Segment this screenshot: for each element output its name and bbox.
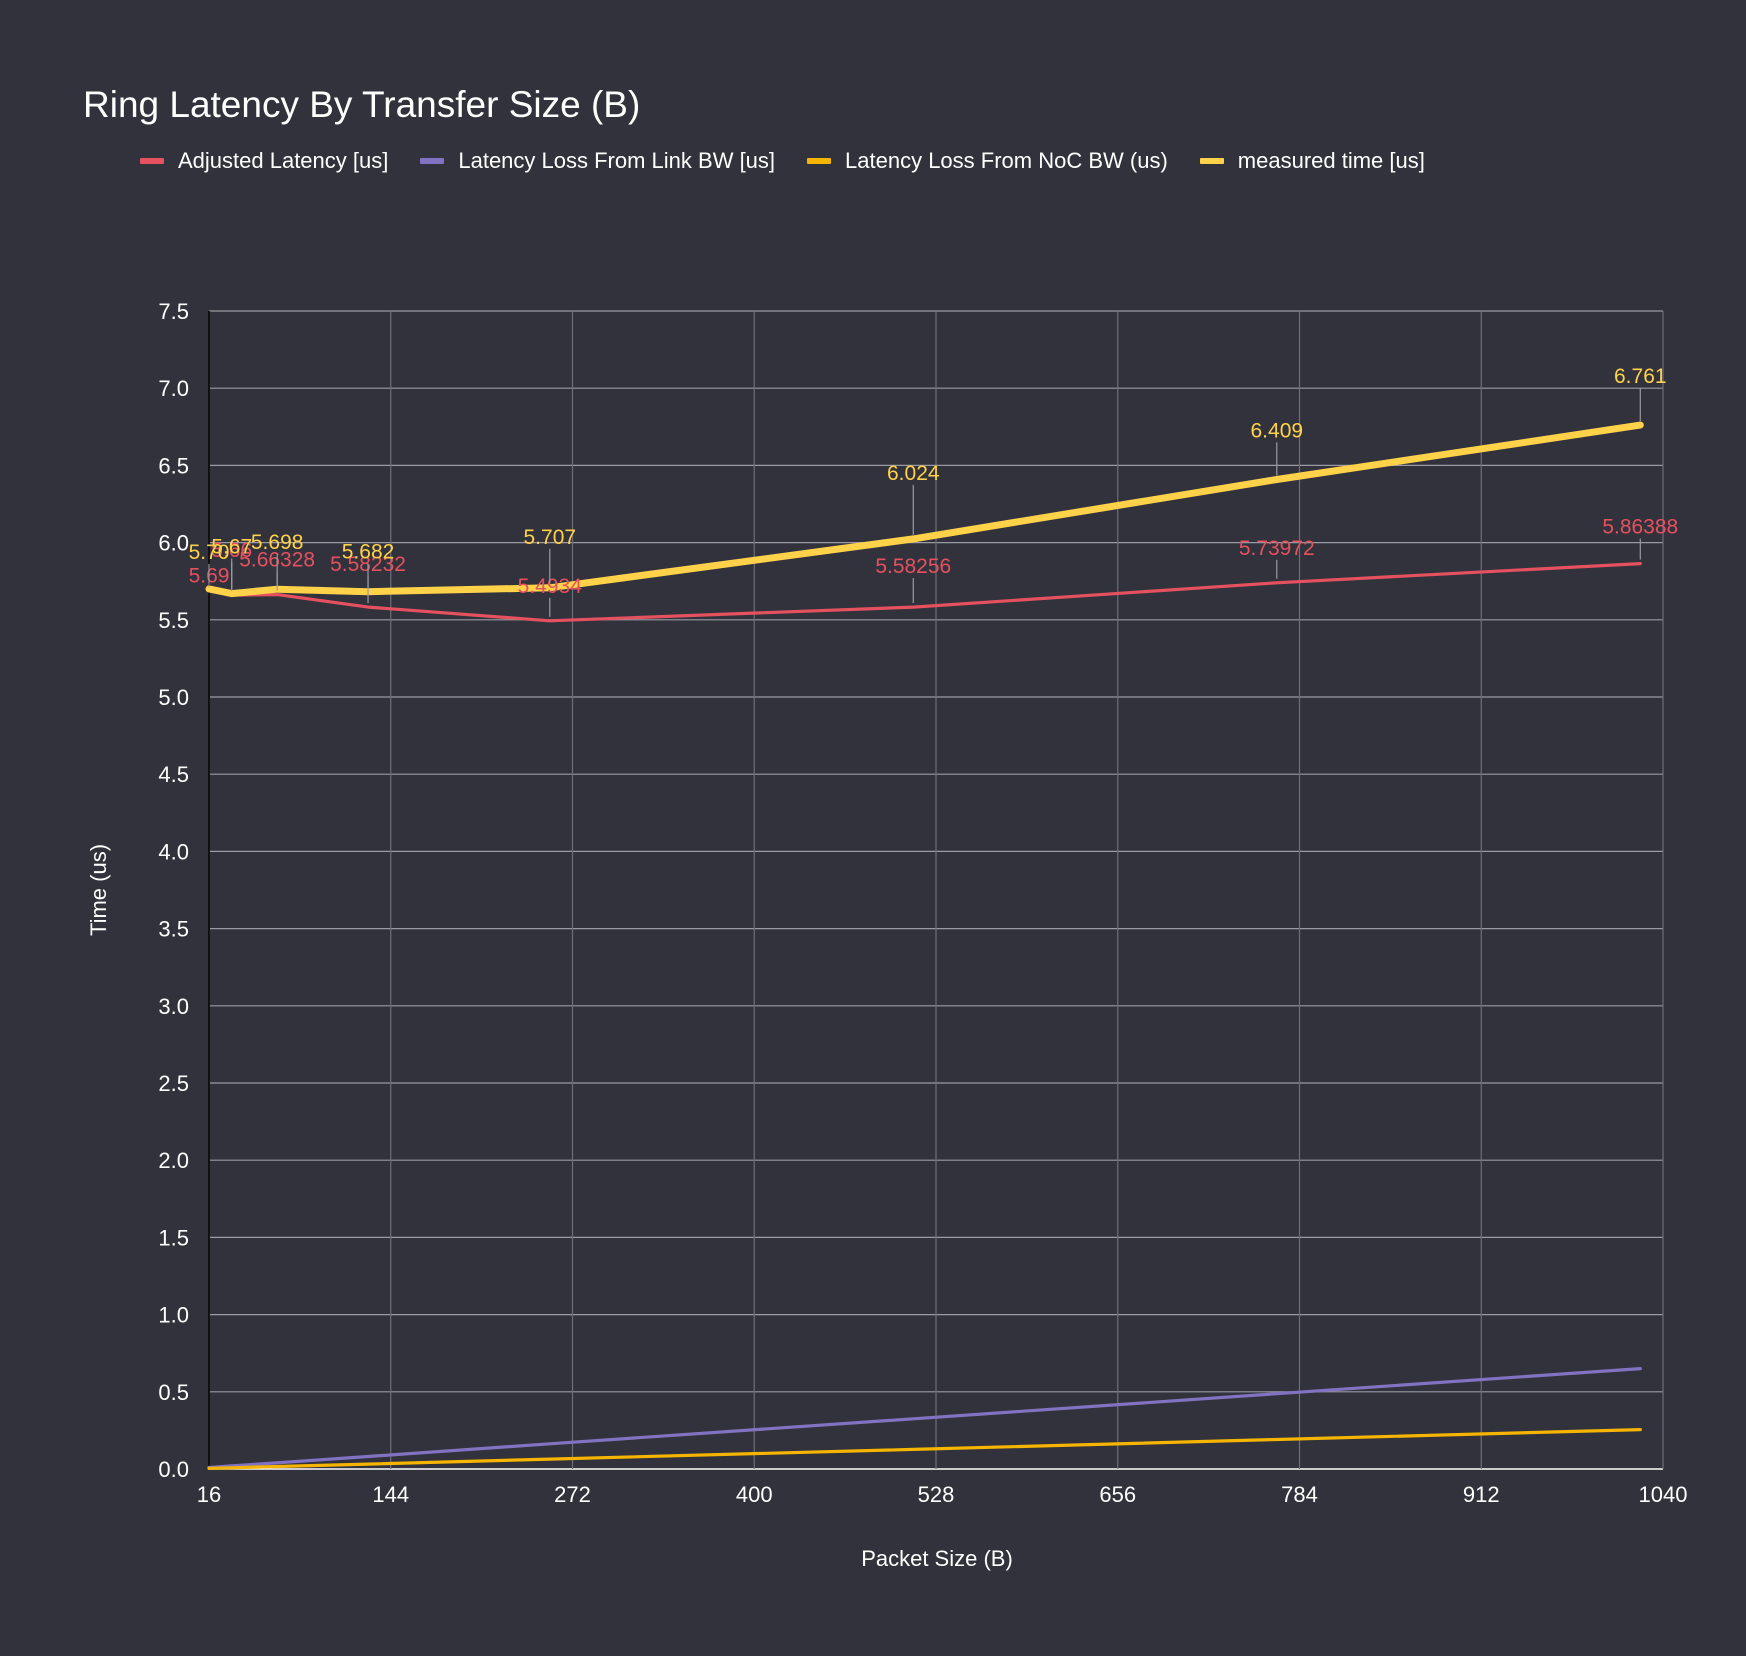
data-label-measured-time: 5.707: [524, 526, 577, 549]
x-tick-label: 528: [918, 1482, 955, 1507]
y-tick-label: 3.5: [158, 917, 189, 942]
legend-label-adjusted-latency: Adjusted Latency [us]: [178, 148, 389, 173]
y-tick-label: 4.5: [158, 762, 189, 787]
data-label-measured-time: 5.698: [251, 531, 304, 554]
data-label-adjusted-latency: 5.58256: [875, 555, 951, 578]
chart-title: Ring Latency By Transfer Size (B): [83, 84, 641, 125]
legend-item-measured-time[interactable]: measured time [us]: [1199, 148, 1425, 174]
x-tick-label: 1040: [1639, 1482, 1688, 1507]
x-tick-label: 784: [1281, 1482, 1318, 1507]
y-tick-label: 1.0: [158, 1303, 189, 1328]
series-line-noc-bw-loss: [207, 1427, 1642, 1471]
legend-item-adjusted-latency[interactable]: Adjusted Latency [us]: [140, 148, 388, 174]
series-line-measured-time: [205, 421, 1644, 598]
y-tick-label: 5.0: [158, 685, 189, 710]
data-label-measured-time: 6.409: [1251, 419, 1304, 442]
legend-swatch-adjusted-latency: [140, 158, 164, 164]
data-label-adjusted-latency: 5.66: [211, 539, 252, 562]
legend-label-measured-time: measured time [us]: [1237, 148, 1425, 173]
y-tick-label: 5.5: [158, 608, 189, 633]
y-tick-label: 2.5: [158, 1071, 189, 1096]
data-label-adjusted-latency: 5.4934: [518, 575, 583, 598]
y-axis-title: Time (us): [86, 844, 111, 936]
y-tick-label: 6.0: [158, 531, 189, 556]
data-label-measured-time: 5.682: [342, 541, 395, 564]
x-tick-label: 912: [1463, 1482, 1500, 1507]
legend: Adjusted Latency [us] Latency Loss From …: [140, 148, 1425, 174]
y-tick-label: 3.0: [158, 994, 189, 1019]
y-tick-label: 2.0: [158, 1148, 189, 1173]
legend-swatch-noc-bw-loss: [807, 158, 832, 164]
data-label-measured-time: 5.67: [211, 536, 252, 559]
x-tick-label: 272: [554, 1482, 591, 1507]
y-tick-label: 7.5: [158, 299, 189, 324]
legend-item-link-bw-loss[interactable]: Latency Loss From Link BW [us]: [420, 148, 775, 174]
data-label-measured-time: 6.761: [1614, 365, 1667, 388]
legend-swatch-measured-time: [1199, 158, 1224, 164]
legend-swatch-link-bw-loss: [420, 158, 445, 164]
legend-item-noc-bw-loss[interactable]: Latency Loss From NoC BW (us): [807, 148, 1168, 174]
legend-label-noc-bw-loss: Latency Loss From NoC BW (us): [845, 148, 1168, 173]
legend-label-link-bw-loss: Latency Loss From Link BW [us]: [458, 148, 776, 173]
x-tick-label: 400: [736, 1482, 773, 1507]
x-tick-label: 16: [197, 1482, 221, 1507]
series-line-link-bw-loss: [207, 1366, 1642, 1470]
y-tick-label: 0.0: [158, 1457, 189, 1482]
y-tick-label: 0.5: [158, 1380, 189, 1405]
y-tick-label: 7.0: [158, 376, 189, 401]
data-label-measured-time: 5.70: [189, 541, 230, 564]
y-tick-label: 4.0: [158, 839, 189, 864]
data-label-measured-time: 6.024: [887, 462, 940, 485]
data-label-adjusted-latency: 5.73972: [1239, 537, 1315, 560]
x-tick-label: 144: [372, 1482, 409, 1507]
x-axis-title: Packet Size (B): [861, 1546, 1013, 1571]
x-tick-label: 656: [1099, 1482, 1136, 1507]
y-tick-label: 1.5: [158, 1225, 189, 1250]
data-label-adjusted-latency: 5.86388: [1602, 516, 1678, 539]
y-tick-label: 6.5: [158, 453, 189, 478]
